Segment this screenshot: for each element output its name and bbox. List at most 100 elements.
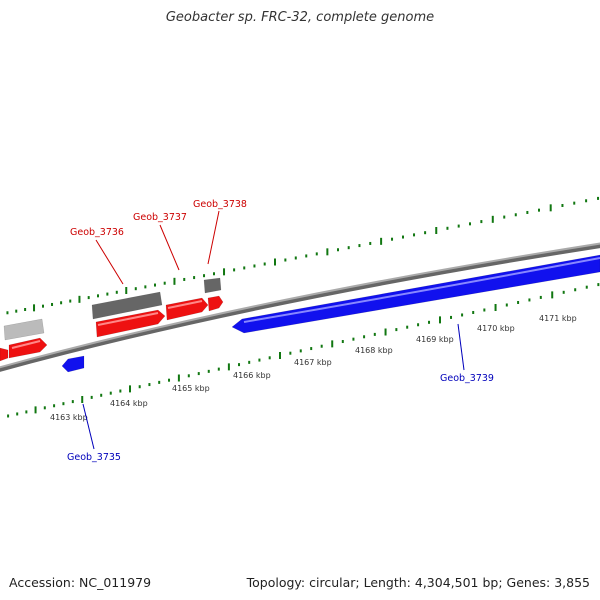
upper-tick-major (78, 295, 81, 303)
upper-tick-minor (294, 256, 297, 260)
lower-tick-minor (395, 328, 398, 332)
upper-tick-major (125, 287, 128, 294)
scale-label: 4168 kbp (355, 346, 393, 355)
backbone-highlight (0, 242, 600, 369)
upper-tick-minor (42, 304, 44, 308)
lower-tick-minor (138, 385, 141, 389)
lower-tick-minor (90, 395, 93, 399)
lower-tick-minor (16, 412, 19, 416)
lower-tick-major (81, 396, 84, 403)
upper-tick-minor (51, 302, 54, 306)
lower-tick-minor (352, 337, 355, 341)
lower-tick-minor (7, 414, 10, 418)
lower-tick-minor (597, 283, 600, 287)
upper-tick-minor (253, 264, 256, 268)
lower-tick-major (551, 291, 554, 299)
lower-tick-minor (483, 308, 486, 312)
lower-tick-major (177, 374, 180, 382)
lower-tick-major (129, 385, 131, 393)
gene-label-leader (82, 403, 95, 450)
upper-tick-minor (391, 237, 394, 241)
lower-tick-minor (217, 367, 220, 371)
lower-tick-minor (320, 344, 323, 348)
lower-tick-minor (461, 313, 464, 317)
gene-left (8, 337, 48, 359)
lower-tick-major (34, 406, 37, 414)
lower-tick-minor (417, 323, 420, 327)
upper-tick-minor (233, 268, 236, 272)
gene-label: Geob_3735 (67, 452, 121, 463)
upper-tick-major (223, 268, 226, 276)
scale-label: 4166 kbp (233, 371, 271, 380)
lower-tick-minor (505, 303, 508, 307)
lower-tick-minor (472, 310, 475, 314)
lower-tick-minor (310, 347, 313, 351)
scale-label: 4169 kbp (416, 335, 454, 344)
upper-tick-minor (347, 246, 350, 250)
lower-tick-minor (585, 285, 588, 289)
upper-tick-minor (6, 311, 9, 315)
lower-tick-minor (238, 363, 241, 367)
lower-tick-minor (539, 295, 542, 299)
gene-geob-3738 (207, 295, 224, 312)
gene-label: Geob_3739 (440, 373, 494, 384)
lower-tick-minor (43, 406, 46, 410)
lower-tick-minor (248, 360, 251, 364)
lower-tick-minor (428, 320, 431, 324)
scale-label: 4171 kbp (539, 314, 577, 323)
gray-feature-2 (203, 277, 222, 294)
lower-tick-minor (71, 400, 74, 404)
scale-label: 4164 kbp (110, 399, 148, 408)
lower-tick-minor (197, 372, 200, 376)
upper-tick-minor (597, 196, 600, 200)
upper-tick-minor (526, 210, 529, 214)
upper-tick-minor (573, 201, 576, 205)
gene-shine-1 (167, 300, 203, 309)
scale-label: 4167 kbp (294, 358, 332, 367)
topology-text: Topology: circular; Length: 4,304,501 bp… (246, 575, 590, 590)
upper-tick-major (33, 304, 36, 312)
upper-tick-major (491, 215, 494, 223)
upper-tick-minor (337, 248, 339, 252)
lower-tick-minor (528, 298, 531, 302)
lower-tick-minor (517, 300, 520, 304)
upper-tick-minor (561, 203, 564, 207)
upper-tick-minor (315, 252, 318, 256)
gene-label: Geob_3737 (133, 212, 187, 223)
upper-tick-minor (193, 276, 196, 280)
upper-tick-minor (87, 296, 90, 300)
lower-tick-minor (119, 389, 122, 393)
lower-tick-minor (373, 332, 376, 336)
upper-tick-major (549, 204, 552, 212)
upper-tick-minor (243, 266, 246, 270)
upper-tick-minor (115, 290, 118, 294)
scale-label: 4170 kbp (477, 324, 515, 333)
lower-tick-major (384, 328, 387, 336)
upper-tick-minor (480, 220, 483, 224)
lower-tick-major (439, 316, 441, 324)
gene-geob-3737 (165, 297, 209, 321)
lower-tick-minor (148, 383, 151, 387)
upper-tick-minor (106, 292, 109, 296)
upper-tick-major (326, 248, 329, 256)
gene-geob-3736 (95, 309, 166, 338)
upper-tick-minor (69, 299, 72, 303)
lower-tick-minor (574, 288, 577, 292)
lower-tick-minor (168, 378, 171, 382)
upper-tick-minor (585, 199, 588, 203)
tick-marks (6, 196, 600, 418)
upper-tick-minor (402, 235, 404, 239)
lower-tick-minor (158, 380, 161, 384)
upper-tick-minor (358, 244, 361, 248)
lower-tick-minor (406, 325, 409, 329)
lower-tick-minor (25, 410, 28, 414)
lower-tick-major (227, 363, 230, 371)
gene-shine-0 (97, 312, 159, 326)
lower-tick-minor (450, 315, 453, 319)
upper-tick-minor (305, 254, 308, 258)
upper-tick-minor (60, 301, 63, 305)
lower-tick-minor (289, 351, 292, 355)
gene-geob-3739-shine (243, 257, 600, 323)
upper-tick-minor (424, 231, 427, 235)
lower-tick-minor (53, 404, 56, 408)
